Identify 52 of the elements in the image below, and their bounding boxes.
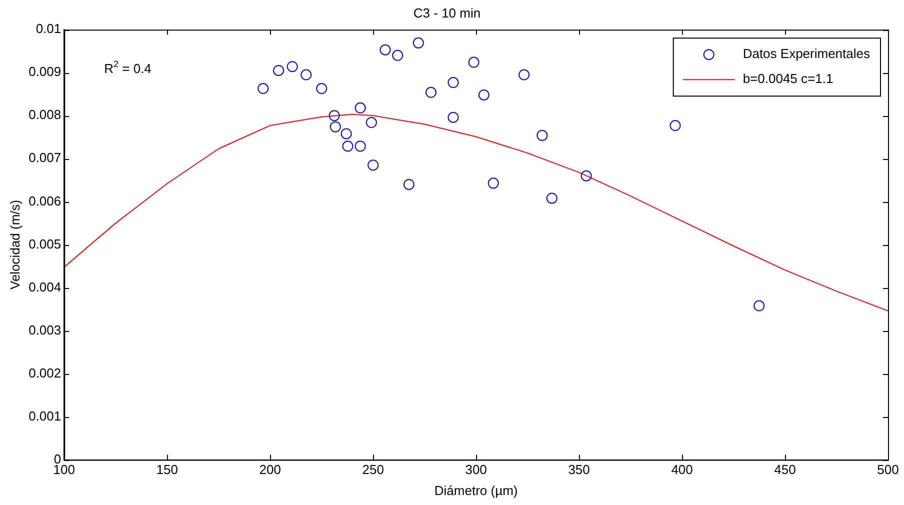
point xyxy=(403,178,414,190)
point xyxy=(366,117,377,128)
point xyxy=(273,64,284,76)
point xyxy=(468,56,480,68)
y-tick-label: 0.006 xyxy=(28,193,62,208)
point xyxy=(448,112,459,123)
point xyxy=(412,37,424,48)
point xyxy=(342,140,354,152)
point xyxy=(380,44,391,56)
point xyxy=(340,128,352,140)
x-tick-label: 150 xyxy=(156,462,178,478)
point xyxy=(580,170,592,182)
point xyxy=(754,300,765,312)
point xyxy=(300,69,312,80)
point xyxy=(425,86,436,98)
y-tick-label: 0.004 xyxy=(28,279,62,294)
y-tick-label: 0.008 xyxy=(28,107,62,122)
point xyxy=(354,102,366,114)
legend-label: Datos Experimentales xyxy=(742,46,870,62)
x-tick-label: 450 xyxy=(774,462,796,478)
y-tick-label: 0.001 xyxy=(28,408,62,424)
point xyxy=(518,69,530,80)
point xyxy=(478,89,490,100)
point xyxy=(354,140,366,152)
point xyxy=(546,192,558,204)
x-tick-label: 400 xyxy=(671,462,693,478)
y-tick-label: 0.007 xyxy=(28,150,62,166)
chart-title: C3 - 10 min xyxy=(413,5,481,20)
point xyxy=(536,130,548,141)
point xyxy=(448,77,459,88)
x-tick-label: 350 xyxy=(568,462,590,478)
y-tick-label: 0.002 xyxy=(28,365,62,380)
point xyxy=(258,83,269,94)
point xyxy=(488,178,499,189)
point xyxy=(316,83,328,94)
point xyxy=(286,61,298,72)
legend-label: b=0.0045 c=1.1 xyxy=(742,71,834,86)
y-tick-label: 0.01 xyxy=(36,21,62,36)
point xyxy=(392,50,404,61)
point xyxy=(330,121,341,132)
point xyxy=(368,160,379,171)
x-tick-label: 300 xyxy=(465,462,487,478)
x-axis-title: Diámetro (µm) xyxy=(434,482,518,498)
y-tick-label: 0.009 xyxy=(28,64,62,80)
y-tick-label: 0.005 xyxy=(28,236,62,252)
y-axis-title: Velocidad (m/s) xyxy=(7,200,22,290)
y-tick-label: 0.003 xyxy=(28,322,62,338)
x-tick-label: 200 xyxy=(259,462,281,478)
x-tick-label: 250 xyxy=(362,462,384,478)
point xyxy=(670,120,681,132)
point xyxy=(328,110,340,122)
x-tick-label: 500 xyxy=(877,462,899,478)
